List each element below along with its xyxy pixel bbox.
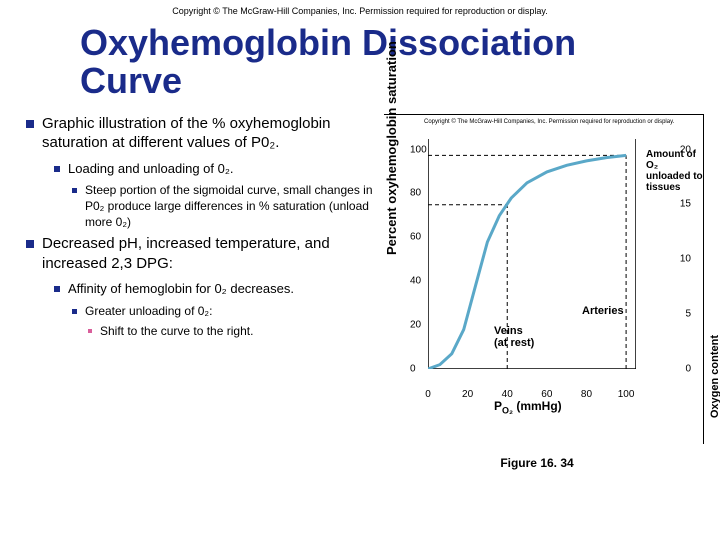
unload-annot: Amount of O₂unloaded totissues — [646, 149, 703, 193]
slide-title: Oxyhemoglobin Dissociation Curve — [0, 16, 720, 114]
figure-label: Figure 16. 34 — [384, 456, 720, 470]
bullet-icon — [72, 309, 77, 314]
bullet-icon — [88, 329, 92, 333]
veins-annot: Veins(at rest) — [494, 325, 534, 349]
bullet-2a-text: Affinity of hemoglobin for 0₂ decreases. — [68, 281, 294, 298]
chart-copyright: Copyright © The McGraw-Hill Companies, I… — [424, 119, 674, 125]
y-tick-label: 20 — [410, 319, 421, 330]
y2-tick-label: 10 — [680, 254, 691, 265]
y2-tick-label: 5 — [685, 308, 691, 319]
y-tick-label: 60 — [410, 232, 421, 243]
y2-tick-label: 0 — [685, 363, 691, 374]
x-tick-label: 40 — [502, 389, 513, 400]
bullet-icon — [54, 286, 60, 292]
bullet-1: Graphic illustration of the % oxyhemoglo… — [26, 114, 380, 153]
text-column: Graphic illustration of the % oxyhemoglo… — [26, 114, 384, 470]
bullet-2a1: Greater unloading of 0₂: — [26, 304, 380, 320]
bullet-2: Decreased pH, increased temperature, and… — [26, 234, 380, 273]
x-tick-label: 80 — [581, 389, 592, 400]
chart-column: Copyright © The McGraw-Hill Companies, I… — [384, 114, 720, 470]
bullet-icon — [54, 166, 60, 172]
title-line-2: Curve — [80, 60, 182, 101]
x-tick-label: 100 — [618, 389, 635, 400]
bullet-1a: Loading and unloading of 0₂. — [26, 161, 380, 178]
y-tick-label: 40 — [410, 275, 421, 286]
bullet-1a1-text: Steep portion of the sigmoidal curve, sm… — [85, 183, 380, 230]
bullet-1a1: Steep portion of the sigmoidal curve, sm… — [26, 183, 380, 230]
arteries-annot: Arteries — [582, 305, 624, 317]
dissociation-chart: Copyright © The McGraw-Hill Companies, I… — [384, 114, 704, 444]
y-axis-label: Percent oxyhemoglobin saturation — [384, 41, 399, 255]
y-tick-label: 80 — [410, 188, 421, 199]
y-tick-label: 0 — [410, 363, 416, 374]
y2-tick-label: 15 — [680, 199, 691, 210]
bullet-2-text: Decreased pH, increased temperature, and… — [42, 234, 380, 273]
x-tick-label: 0 — [425, 389, 431, 400]
x-tick-label: 20 — [462, 389, 473, 400]
bullet-2a1-text: Greater unloading of 0₂: — [85, 304, 212, 320]
bullet-icon — [72, 188, 77, 193]
title-line-1: Oxyhemoglobin Dissociation — [80, 22, 576, 63]
x-axis-label: PO₂ (mmHg) — [494, 399, 562, 415]
y-tick-label: 100 — [410, 144, 427, 155]
copyright-header: Copyright © The McGraw-Hill Companies, I… — [0, 0, 720, 16]
y2-axis-label: Oxygen content(ml O₂/100 mlblood) — [709, 335, 720, 418]
bullet-2a1a-text: Shift to the curve to the right. — [100, 324, 253, 340]
bullet-icon — [26, 120, 34, 128]
bullet-1-text: Graphic illustration of the % oxyhemoglo… — [42, 114, 380, 153]
bullet-2a1a: Shift to the curve to the right. — [26, 324, 380, 340]
bullet-1a-text: Loading and unloading of 0₂. — [68, 161, 234, 178]
content-row: Graphic illustration of the % oxyhemoglo… — [0, 114, 720, 470]
x-tick-label: 60 — [541, 389, 552, 400]
bullet-icon — [26, 240, 34, 248]
bullet-2a: Affinity of hemoglobin for 0₂ decreases. — [26, 281, 380, 298]
